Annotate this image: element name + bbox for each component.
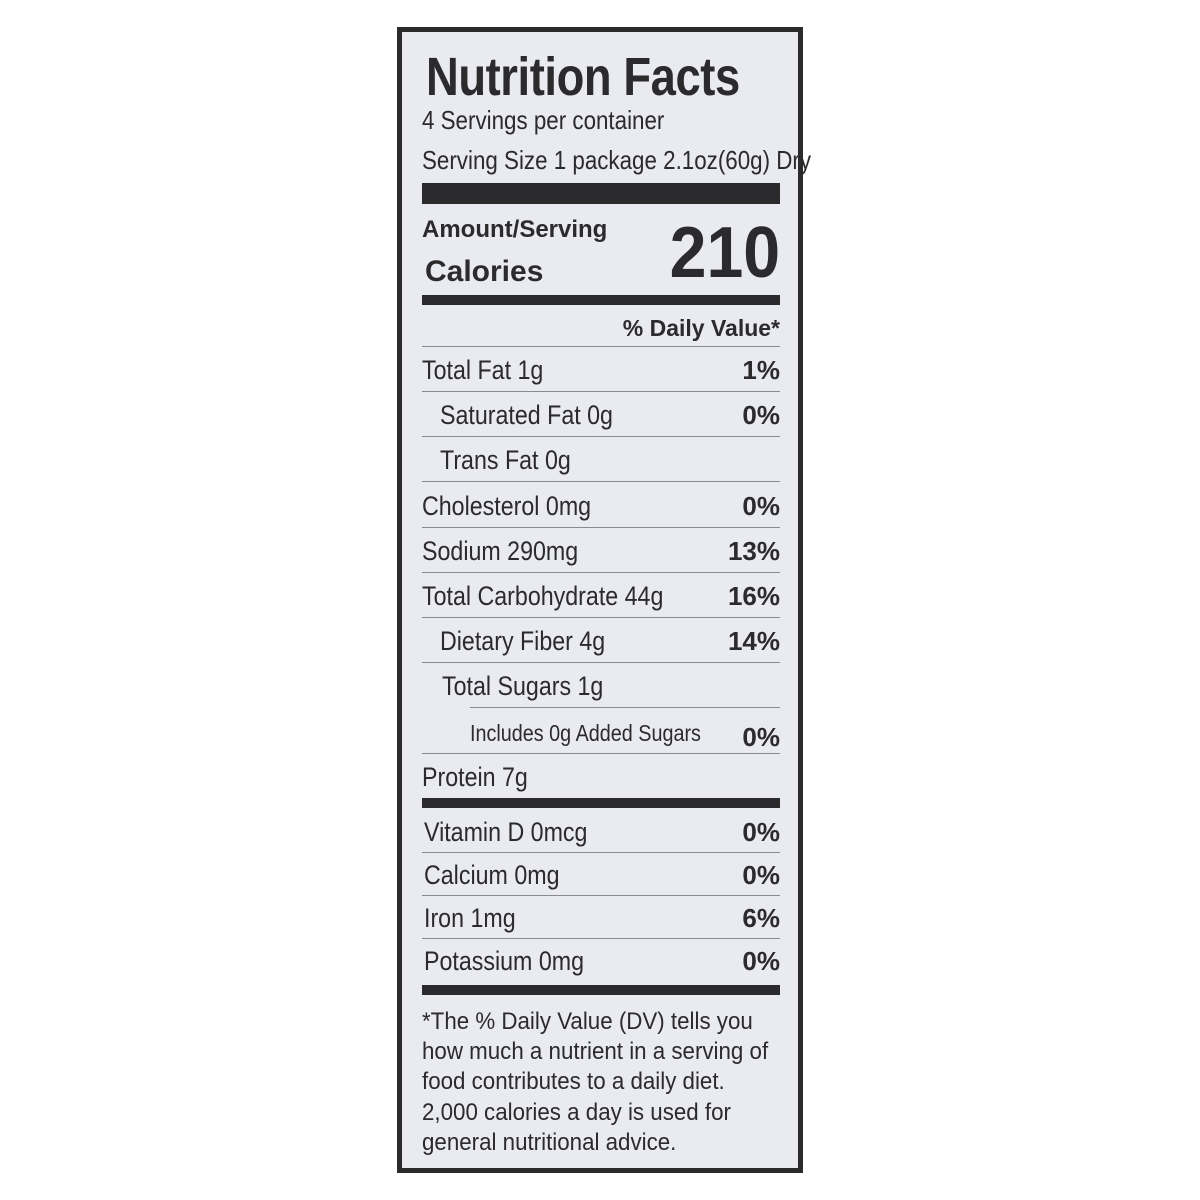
nutrient-daily-value: 13% xyxy=(727,535,780,566)
nutrient-row: Total Sugars 1g xyxy=(422,671,780,701)
nutrient-daily-value: 0% xyxy=(742,400,780,431)
nutrient-name: Cholesterol 0mg xyxy=(422,490,592,521)
nutrient-row: Saturated Fat 0g 0% xyxy=(422,400,780,430)
thick-divider xyxy=(422,183,780,204)
nutrient-name: Trans Fat 0g xyxy=(440,445,571,476)
nutrient-row: Sodium 290mg 13% xyxy=(422,536,780,566)
vitamin-row: Vitamin D 0mcg 0% xyxy=(422,817,780,847)
label-content: Nutrition Facts 4 Servings per container… xyxy=(422,32,811,1168)
vitamin-name: Iron 1mg xyxy=(424,903,516,933)
divider xyxy=(422,346,780,347)
nutrient-daily-value: 14% xyxy=(727,626,780,657)
divider xyxy=(422,852,780,853)
nutrient-daily-value: 1% xyxy=(742,355,780,385)
divider xyxy=(422,571,780,573)
nutrient-row: Total Fat 1g 1% xyxy=(422,355,780,385)
footnote: *The % Daily Value (DV) tells you how mu… xyxy=(422,1008,769,1156)
nutrient-row: Includes 0g Added Sugars 0% xyxy=(422,717,780,752)
vitamin-daily-value: 0% xyxy=(742,860,780,890)
nutrition-facts-panel: Nutrition Facts 4 Servings per container… xyxy=(397,27,811,1173)
protein-divider xyxy=(422,798,780,808)
vitamin-row: Calcium 0mg 0% xyxy=(422,860,780,890)
vitamin-row: Potassium 0mg 0% xyxy=(422,946,780,976)
nutrient-name: Includes 0g Added Sugars xyxy=(470,719,701,746)
nutrient-daily-value: 0% xyxy=(742,490,780,521)
divider xyxy=(422,526,780,528)
divider xyxy=(470,707,780,709)
divider xyxy=(422,938,780,939)
nutrient-name: Dietary Fiber 4g xyxy=(440,626,606,657)
nutrient-name: Total Fat 1g xyxy=(422,355,544,385)
divider xyxy=(422,752,780,754)
nutrient-row: Protein 7g xyxy=(422,762,780,792)
nutrient-row: Trans Fat 0g xyxy=(422,445,780,475)
label-title: Nutrition Facts xyxy=(426,47,740,107)
nutrient-row: Cholesterol 0mg 0% xyxy=(422,491,780,521)
vitamin-daily-value: 0% xyxy=(742,817,780,847)
divider xyxy=(422,481,780,483)
nutrient-name: Saturated Fat 0g xyxy=(440,400,613,431)
divider xyxy=(422,662,780,664)
divider xyxy=(422,391,780,392)
vitamin-name: Calcium 0mg xyxy=(424,860,560,890)
nutrient-row: Total Carbohydrate 44g 16% xyxy=(422,581,780,611)
vitamins-divider xyxy=(422,985,780,995)
divider xyxy=(422,617,780,618)
nutrient-name: Protein 7g xyxy=(422,761,528,792)
vitamin-daily-value: 6% xyxy=(742,903,780,933)
vitamin-daily-value: 0% xyxy=(742,946,780,976)
nutrient-name: Total Sugars 1g xyxy=(442,671,604,702)
nutrient-name: Total Carbohydrate 44g xyxy=(422,581,664,611)
vitamin-row: Iron 1mg 6% xyxy=(422,903,780,933)
nutrient-daily-value: 0% xyxy=(742,721,780,752)
nutrient-row: Dietary Fiber 4g 14% xyxy=(422,626,780,656)
vitamin-name: Vitamin D 0mcg xyxy=(424,817,588,847)
divider xyxy=(422,895,780,896)
calories-label: Calories xyxy=(425,255,544,288)
vitamin-name: Potassium 0mg xyxy=(424,946,585,976)
servings-per-container: 4 Servings per container xyxy=(422,105,665,135)
serving-size: Serving Size 1 package 2.1oz(60g) Dry xyxy=(422,145,812,175)
calories-divider xyxy=(422,295,780,305)
nutrient-name: Sodium 290mg xyxy=(422,535,579,566)
divider xyxy=(422,436,780,438)
amount-per-serving: Amount/Serving xyxy=(422,216,608,243)
nutrient-daily-value: 16% xyxy=(727,581,780,611)
daily-value-header: % Daily Value* xyxy=(622,315,780,341)
calories-value: 210 xyxy=(669,213,780,293)
